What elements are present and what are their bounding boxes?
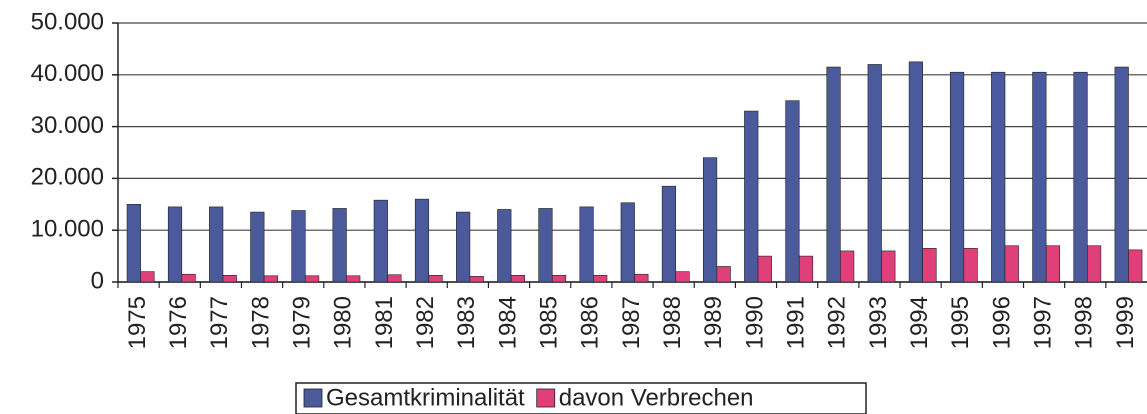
- bar: [593, 274, 608, 283]
- x-tick-label: 1993: [865, 296, 892, 349]
- bar: [963, 248, 978, 283]
- bar: [209, 206, 224, 283]
- x-tick-label: 1985: [536, 296, 563, 349]
- bar: [922, 248, 937, 283]
- bar: [428, 274, 443, 283]
- bar: [126, 204, 141, 283]
- bar: [1073, 71, 1088, 283]
- bar: [1032, 71, 1047, 283]
- bar: [579, 206, 594, 283]
- bar: [744, 110, 759, 283]
- x-tick-label: 1995: [947, 296, 974, 349]
- bar: [881, 250, 896, 283]
- bar: [661, 185, 677, 283]
- bar: [620, 202, 635, 283]
- x-tick-label: 1982: [412, 296, 439, 349]
- bar: [538, 208, 553, 283]
- bar: [840, 250, 855, 283]
- bar: [497, 209, 512, 283]
- bar: [167, 206, 183, 283]
- bar: [675, 271, 690, 283]
- x-tick-label: 1977: [206, 296, 233, 349]
- legend-label: Gesamtkriminalität: [326, 384, 525, 411]
- x-tick-label: 1988: [659, 296, 686, 349]
- y-tick-label: 10.000: [31, 216, 104, 243]
- bar: [798, 255, 814, 283]
- bar: [757, 255, 772, 283]
- bar: [510, 274, 525, 283]
- legend-swatch: [536, 388, 556, 408]
- legend-box: [295, 382, 867, 414]
- x-tick-label: 1999: [1112, 296, 1139, 349]
- bar: [373, 199, 388, 283]
- bar: [867, 64, 882, 283]
- bar: [456, 211, 471, 283]
- bar: [1087, 245, 1102, 283]
- x-tick-label: 1992: [824, 296, 851, 349]
- bar: [1114, 66, 1129, 283]
- bar: [263, 275, 279, 283]
- x-tick-label: 1978: [247, 296, 274, 349]
- x-tick-label: 1989: [700, 296, 727, 349]
- x-tick-label: 1987: [618, 296, 645, 349]
- y-tick-label: 0: [91, 267, 104, 294]
- y-tick-label: 20.000: [31, 164, 104, 191]
- bar: [304, 275, 320, 283]
- bar: [1004, 245, 1019, 283]
- x-tick-label: 1994: [906, 296, 933, 349]
- bar: [222, 274, 237, 283]
- x-tick-label: 1997: [1029, 296, 1056, 349]
- bar: [250, 211, 265, 283]
- bar: [346, 275, 361, 283]
- bar: [181, 273, 196, 283]
- legend-label: davon Verbrechen: [559, 384, 754, 411]
- x-tick-label: 1991: [782, 296, 809, 349]
- bar: [291, 210, 306, 283]
- bar: [1128, 249, 1143, 283]
- x-tick-label: 1981: [371, 296, 398, 349]
- bar: [387, 274, 402, 283]
- x-tick-label: 1998: [1071, 296, 1098, 349]
- x-tick-label: 1984: [494, 296, 521, 349]
- x-tick-label: 1983: [453, 296, 480, 349]
- bar: [634, 273, 649, 283]
- bar: [551, 274, 567, 283]
- x-tick-label: 1996: [988, 296, 1015, 349]
- bar: [908, 61, 923, 283]
- bar: [785, 100, 800, 283]
- bar: [1045, 245, 1061, 283]
- x-tick-label: 1979: [289, 296, 316, 349]
- bar: [702, 157, 718, 283]
- bar: [140, 271, 155, 283]
- x-tick-label: 1976: [165, 296, 192, 349]
- bar: [332, 208, 347, 283]
- bar: [469, 276, 484, 283]
- bar: [414, 198, 430, 283]
- y-tick-label: 40.000: [31, 60, 104, 87]
- bar: [949, 71, 965, 283]
- x-tick-label: 1986: [577, 296, 604, 349]
- bar: [826, 66, 841, 283]
- bar: [716, 266, 731, 283]
- x-tick-label: 1990: [741, 296, 768, 349]
- y-tick-label: 30.000: [31, 112, 104, 139]
- legend-swatch: [303, 388, 323, 408]
- x-tick-label: 1975: [124, 296, 151, 349]
- bar: [991, 71, 1006, 283]
- y-tick-label: 50.000: [31, 8, 104, 35]
- x-tick-label: 1980: [330, 296, 357, 349]
